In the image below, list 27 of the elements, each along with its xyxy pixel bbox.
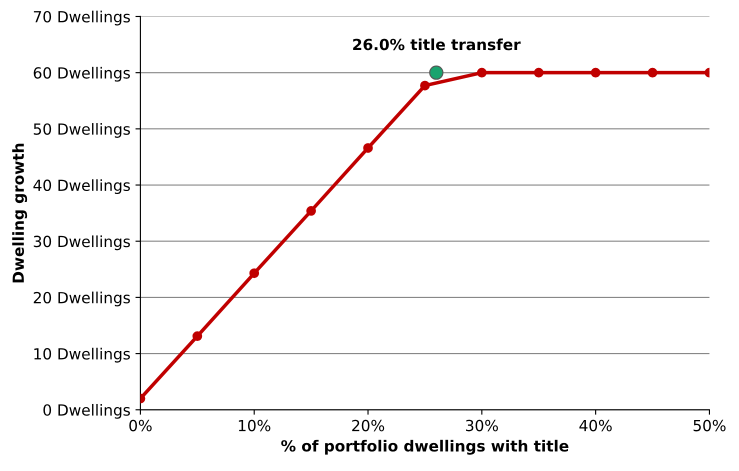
y-axis-title: Dwelling growth [12, 144, 28, 282]
point [306, 206, 316, 216]
point [192, 331, 202, 342]
y-tick-label: 40 Dwellings [33, 179, 130, 194]
y-tick-label: 60 Dwellings [34, 66, 130, 82]
y-tick-label: 10 Dwellings [34, 348, 130, 363]
annotation: 26.0% title transfer [353, 38, 521, 50]
point [363, 143, 373, 153]
x-tick-label: 20% [352, 420, 384, 432]
y-tick-label: 30 Dwellings [34, 235, 130, 250]
y-tick-label: 20 Dwellings [34, 292, 130, 306]
point [249, 268, 260, 278]
point [648, 68, 658, 78]
x-axis-title: % of portfolio dwellings with title [281, 440, 568, 455]
x-tick-label: 50% [694, 420, 726, 432]
y-tick-label: 50 Dwellings [34, 123, 130, 138]
y-tick-label: 0 Dwellings [43, 404, 130, 419]
point [476, 68, 487, 78]
y-tick-label: 70 Dwellings [34, 10, 130, 26]
point [420, 80, 430, 90]
x-tick-label: 30% [466, 420, 498, 432]
x-tick-label: 10% [238, 420, 270, 432]
x-tick-label: 40% [579, 420, 612, 432]
point [429, 66, 444, 80]
x-tick-label: 0% [129, 420, 152, 432]
point [590, 68, 600, 78]
point [534, 68, 544, 78]
